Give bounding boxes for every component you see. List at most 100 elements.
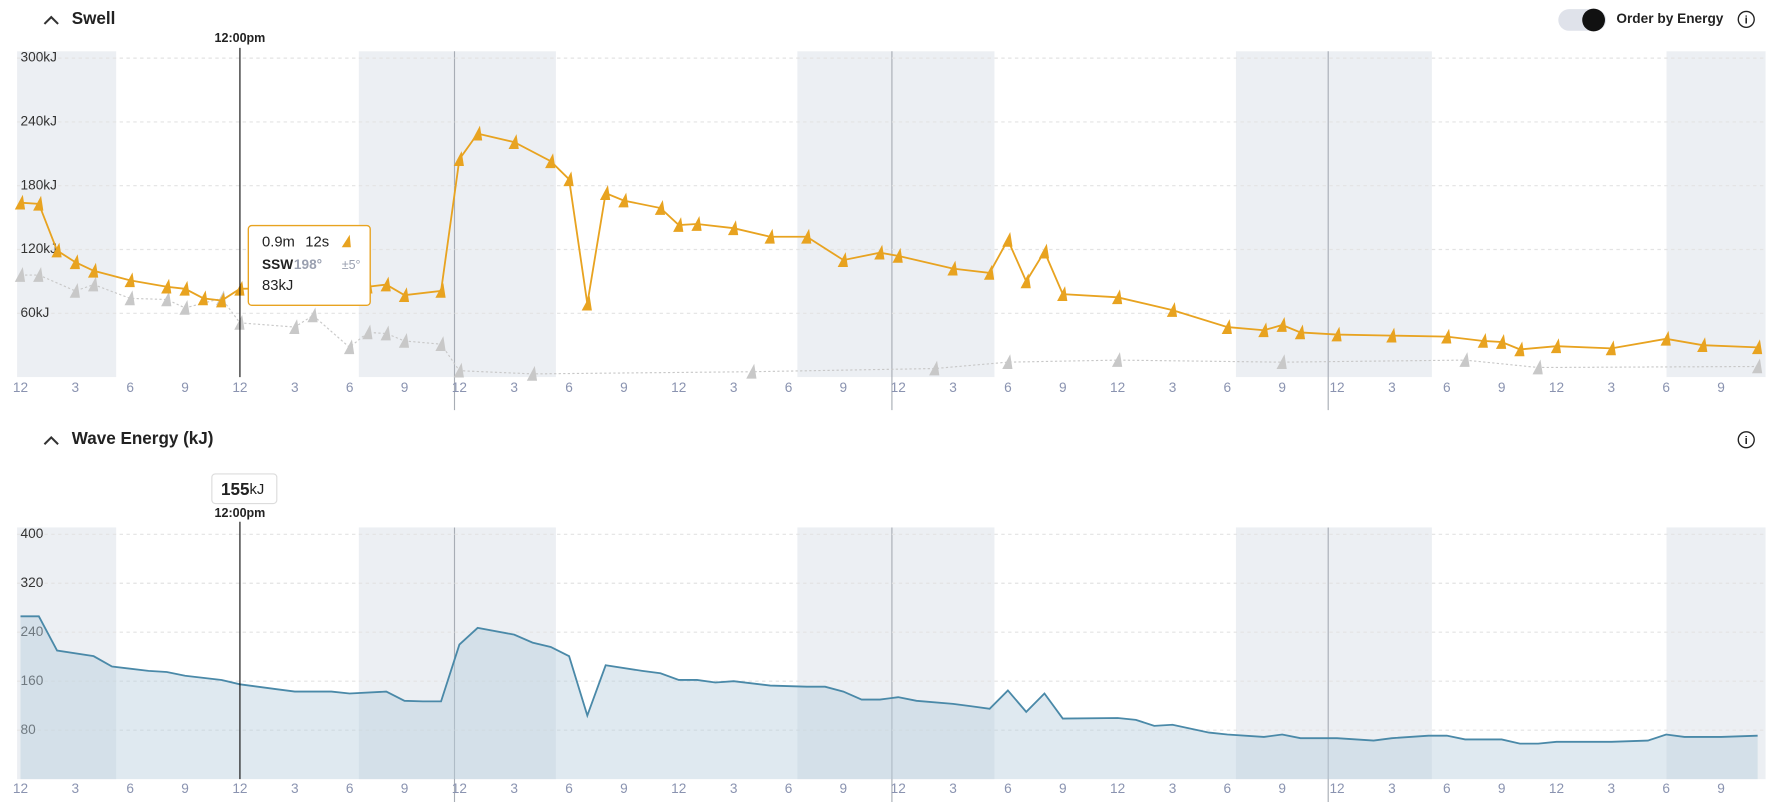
x-tick-label: 3: [730, 781, 738, 796]
x-tick-label: 12: [671, 380, 686, 395]
swell-point: [69, 254, 80, 270]
swell-point: [1514, 341, 1525, 357]
x-tick-label: 3: [510, 781, 518, 796]
crosshair-label: 12:00pm: [215, 31, 266, 45]
swell-point: [87, 262, 99, 278]
x-tick-label: 9: [401, 380, 409, 395]
swell-point: [526, 365, 538, 381]
swell-point: [1166, 302, 1178, 317]
tooltip: 0.9m 12s SSW 198° ±5° 83kJ: [247, 224, 371, 306]
swell-point: [398, 332, 410, 348]
x-tick-label: 9: [840, 781, 848, 796]
tooltip-height: 0.9m: [262, 235, 295, 251]
x-tick-label: 3: [949, 781, 957, 796]
swell-point: [453, 362, 464, 378]
x-tick-label: 3: [1608, 380, 1616, 395]
swell-point: [380, 325, 391, 341]
swell-point: [1441, 328, 1452, 344]
swell-point: [1751, 358, 1763, 374]
night-band: [17, 51, 117, 378]
x-tick-label: 9: [1278, 380, 1286, 395]
swell-point: [1697, 337, 1708, 353]
x-tick-label: 9: [840, 380, 848, 395]
info-i: i: [1745, 435, 1748, 447]
swell-point: [51, 242, 62, 258]
swell-point: [929, 360, 940, 376]
x-tick-label: 6: [1662, 380, 1670, 395]
swell-point: [161, 278, 172, 294]
x-tick-label: 6: [1662, 781, 1670, 796]
y-tick-label: 160: [21, 673, 44, 688]
night-band: [358, 51, 556, 378]
swell-point: [33, 267, 44, 282]
info-icon[interactable]: [1737, 431, 1755, 449]
swell-point: [289, 319, 300, 334]
y-tick-label: 300kJ: [21, 50, 57, 65]
swell-point: [1111, 352, 1123, 367]
swell-point: [161, 291, 172, 307]
swell-point: [343, 339, 355, 355]
y-tick-label: 120kJ: [21, 241, 57, 256]
x-tick-label: 6: [565, 380, 573, 395]
x-tick-label: 9: [1059, 380, 1067, 395]
x-tick-label: 9: [620, 380, 628, 395]
y-tick-label: 320: [21, 575, 44, 590]
x-tick-label: 6: [1004, 781, 1012, 796]
x-tick-label: 12: [232, 380, 247, 395]
swell-point: [1751, 339, 1763, 355]
night-band: [17, 527, 117, 780]
toggle-knob[interactable]: [1582, 8, 1605, 32]
x-tick-label: 3: [291, 380, 299, 395]
y-tick-label: 180kJ: [21, 177, 57, 192]
x-tick-label: 3: [730, 380, 738, 395]
swell-point: [545, 153, 556, 169]
x-tick-label: 12: [1549, 380, 1564, 395]
x-tick-label: 3: [72, 380, 80, 395]
x-tick-label: 12: [891, 380, 906, 395]
swell-point: [581, 295, 592, 311]
night-band: [1666, 51, 1766, 378]
tooltip-spread: ±5°: [342, 258, 361, 272]
x-tick-label: 12: [452, 781, 467, 796]
x-tick-label: 6: [785, 781, 793, 796]
night-band: [1235, 51, 1432, 378]
tooltip-energy: 83kJ: [262, 278, 293, 294]
swell-point: [1002, 231, 1013, 247]
swell-point: [179, 280, 190, 296]
collapse-chevron[interactable]: [43, 15, 59, 25]
readout-unit: kJ: [249, 482, 264, 498]
swell-point: [69, 282, 80, 298]
swell-point: [307, 307, 318, 323]
x-tick-label: 9: [620, 781, 628, 796]
x-tick-label: 6: [1004, 380, 1012, 395]
swell-point: [837, 252, 848, 267]
swell-point: [874, 244, 885, 260]
info-icon[interactable]: [1737, 10, 1755, 29]
x-tick-label: 3: [291, 781, 299, 796]
x-tick-label: 9: [1498, 380, 1506, 395]
swell-point: [1258, 322, 1269, 338]
x-tick-label: 12: [1329, 781, 1344, 796]
swell-point: [14, 267, 26, 282]
swell-point: [453, 151, 464, 166]
y-tick-label: 400: [21, 526, 44, 541]
swell-point: [1660, 330, 1671, 346]
x-tick-label: 3: [1388, 781, 1396, 796]
x-tick-label: 9: [1059, 781, 1067, 796]
swell-point: [1002, 354, 1013, 370]
x-tick-label: 12: [232, 781, 247, 796]
swell-point: [1294, 324, 1306, 340]
x-tick-label: 9: [401, 781, 409, 796]
swell-point: [435, 282, 446, 298]
collapse-chevron[interactable]: [43, 436, 59, 446]
swell-point: [508, 134, 519, 149]
x-tick-label: 6: [126, 781, 134, 796]
swell-point: [1550, 338, 1562, 354]
tooltip-degrees: 198°: [294, 257, 322, 272]
x-tick-label: 9: [181, 781, 189, 796]
x-tick-label: 12: [13, 781, 28, 796]
y-tick-label: 240: [21, 624, 44, 639]
x-tick-label: 12: [1329, 380, 1344, 395]
swell-point: [618, 192, 629, 208]
